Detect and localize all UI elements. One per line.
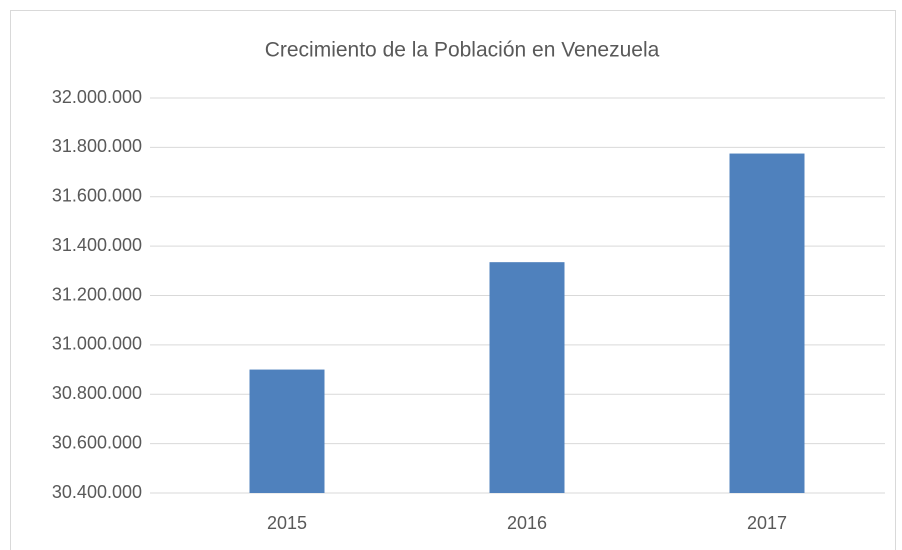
y-tick-label: 31.600.000 [52, 186, 142, 206]
y-tick-label: 30.400.000 [52, 482, 142, 502]
y-tick-label: 31.000.000 [52, 334, 142, 354]
y-tick-label: 30.600.000 [52, 432, 142, 452]
x-tick-label: 2016 [507, 513, 547, 533]
y-tick-label: 30.800.000 [52, 383, 142, 403]
x-tick-label: 2017 [747, 513, 787, 533]
x-tick-label: 2015 [267, 513, 307, 533]
bar [249, 369, 325, 493]
bar [489, 262, 565, 493]
bar [729, 153, 805, 493]
y-tick-label: 31.200.000 [52, 284, 142, 304]
y-tick-label: 31.400.000 [52, 235, 142, 255]
y-tick-label: 31.800.000 [52, 136, 142, 156]
y-tick-label: 32.000.000 [52, 87, 142, 107]
chart-title: Crecimiento de la Población en Venezuela [265, 39, 660, 62]
